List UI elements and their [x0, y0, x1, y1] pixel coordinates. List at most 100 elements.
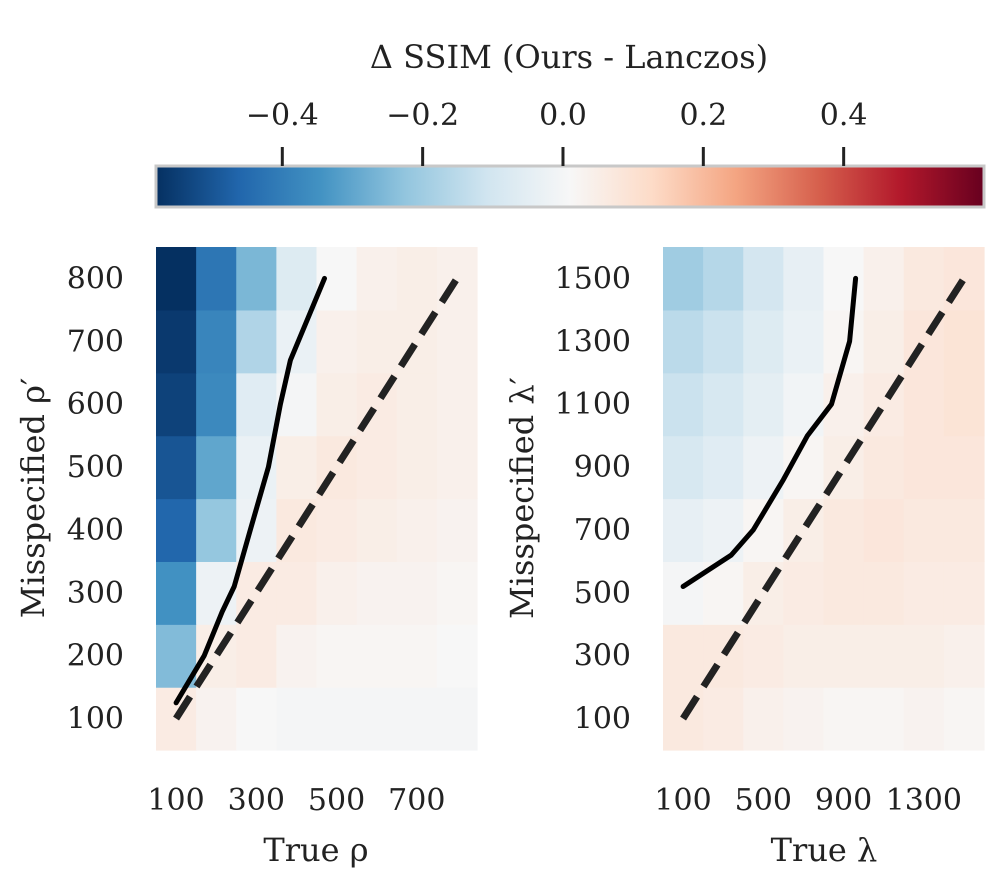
heatmap-cell — [663, 561, 704, 625]
heatmap-cell — [236, 247, 277, 311]
y-tick-label: 100 — [67, 702, 124, 737]
heatmap-cell — [196, 247, 237, 311]
y-tick-label: 200 — [67, 639, 124, 674]
colorbar-title: Δ SSIM (Ours - Lanczos) — [370, 38, 768, 76]
heatmap-cell — [156, 247, 197, 311]
heatmap-cell — [663, 498, 704, 562]
heatmap-cell — [156, 498, 197, 562]
heatmap-cell — [436, 372, 478, 437]
x-tick-label: 100 — [147, 783, 204, 818]
heatmap-lines-lambda — [680, 275, 967, 721]
heatmap-lines-rho — [173, 275, 460, 721]
y-tick-label: 500 — [574, 576, 631, 611]
x-tick-label: 700 — [388, 783, 445, 818]
heatmap-cell — [943, 309, 985, 374]
x-ticks-rho: 100 300 500 700 — [147, 783, 445, 818]
heatmap-cell — [823, 247, 865, 311]
y-tick-label: 700 — [574, 513, 631, 548]
colorbar-bar — [154, 164, 986, 209]
heatmap-cell — [156, 561, 197, 625]
heatmap-cell — [863, 435, 905, 500]
y-tick-label: 1300 — [555, 324, 631, 359]
heatmap-cell — [943, 624, 985, 688]
colorbar: Δ SSIM (Ours - Lanczos) −0.4 −0.2 0.0 0.2 0.… — [154, 38, 986, 209]
x-tick-label: 100 — [654, 783, 711, 818]
heatmap-cell — [316, 561, 358, 625]
y-tick-label: 300 — [67, 576, 124, 611]
heatmap-cell — [903, 372, 945, 437]
heatmap-cell — [943, 372, 985, 437]
x-tick-label: 900 — [815, 783, 872, 818]
heatmap-cell — [663, 309, 704, 374]
heatmap-cell — [436, 435, 478, 500]
heatmap-cell — [236, 687, 277, 751]
x-tick-label: 300 — [228, 783, 285, 818]
heatmap-cell — [903, 435, 945, 500]
heatmap-cell — [743, 687, 784, 751]
y-tick-label: 500 — [67, 450, 124, 485]
y-tick-label: 100 — [574, 702, 631, 737]
heatmap-cell — [703, 498, 744, 562]
y-tick-label: 600 — [67, 387, 124, 422]
heatmap-cell — [783, 247, 825, 311]
heatmap-cell — [276, 247, 318, 311]
x-axis-title-rho: True ρ — [263, 831, 368, 869]
heatmap-cell — [196, 372, 237, 437]
heatmap-cell — [863, 309, 905, 374]
heatmap-cell — [903, 687, 945, 751]
heatmap-cell — [356, 561, 398, 625]
colorbar-tick-label: −0.2 — [386, 98, 459, 133]
heatmap-cell — [436, 309, 478, 374]
heatmap-cell — [783, 561, 825, 625]
heatmap-cell — [863, 561, 905, 625]
heatmap-cell — [276, 687, 318, 751]
heatmap-cell — [156, 309, 197, 374]
heatmap-cell — [356, 247, 398, 311]
y-ticks-rho: 100 200 300 400 500 600 700 800 — [67, 261, 124, 736]
y-axis-title-lambda: Misspecified λ′ — [503, 377, 541, 619]
heatmap-cell — [663, 687, 704, 751]
heatmap-cell — [703, 687, 744, 751]
heatmap-cell — [396, 624, 438, 688]
heatmap-cell — [943, 687, 985, 751]
x-tick-label: 1300 — [886, 783, 962, 818]
x-ticks-lambda: 100 500 900 1300 — [654, 783, 962, 818]
x-tick-label: 500 — [308, 783, 365, 818]
heatmap-cell — [356, 435, 398, 500]
heatmap-panel-lambda: 100 500 900 1300 100 300 500 700 900 1100 1300 150… — [503, 247, 985, 869]
heatmap-cell — [396, 247, 438, 311]
dashed-diagonal-line — [173, 276, 460, 721]
heatmap-cell — [743, 247, 784, 311]
heatmap-cell — [783, 687, 825, 751]
heatmap-cell — [863, 624, 905, 688]
y-tick-label: 1500 — [555, 261, 631, 296]
heatmap-cell — [823, 624, 865, 688]
y-ticks-lambda: 100 300 500 700 900 1100 1300 1500 — [555, 261, 631, 736]
heatmap-cell — [663, 247, 704, 311]
y-tick-label: 800 — [67, 261, 124, 296]
heatmap-cell — [903, 247, 945, 311]
heatmap-cell — [396, 435, 438, 500]
heatmap-cell — [196, 435, 237, 500]
colorbar-tick-label: 0.4 — [820, 98, 868, 133]
heatmap-cell — [436, 687, 478, 751]
heatmap-cell — [863, 687, 905, 751]
heatmap-cell — [823, 687, 865, 751]
x-axis-title-lambda: True λ — [771, 831, 878, 869]
heatmap-cell — [396, 687, 438, 751]
heatmap-cell — [156, 687, 197, 751]
heatmap-cell — [743, 372, 784, 437]
dashed-diagonal-line — [680, 276, 967, 721]
heatmap-cell — [276, 435, 318, 500]
heatmap-cell — [903, 624, 945, 688]
heatmap-cell — [436, 561, 478, 625]
heatmap-cell — [703, 372, 744, 437]
colorbar-ticks: −0.4 −0.2 0.0 0.2 0.4 — [246, 98, 868, 166]
heatmap-cell — [156, 435, 197, 500]
heatmap-cell — [356, 309, 398, 374]
heatmap-cell — [316, 372, 358, 437]
heatmap-cell — [236, 624, 277, 688]
heatmap-cell — [783, 372, 825, 437]
